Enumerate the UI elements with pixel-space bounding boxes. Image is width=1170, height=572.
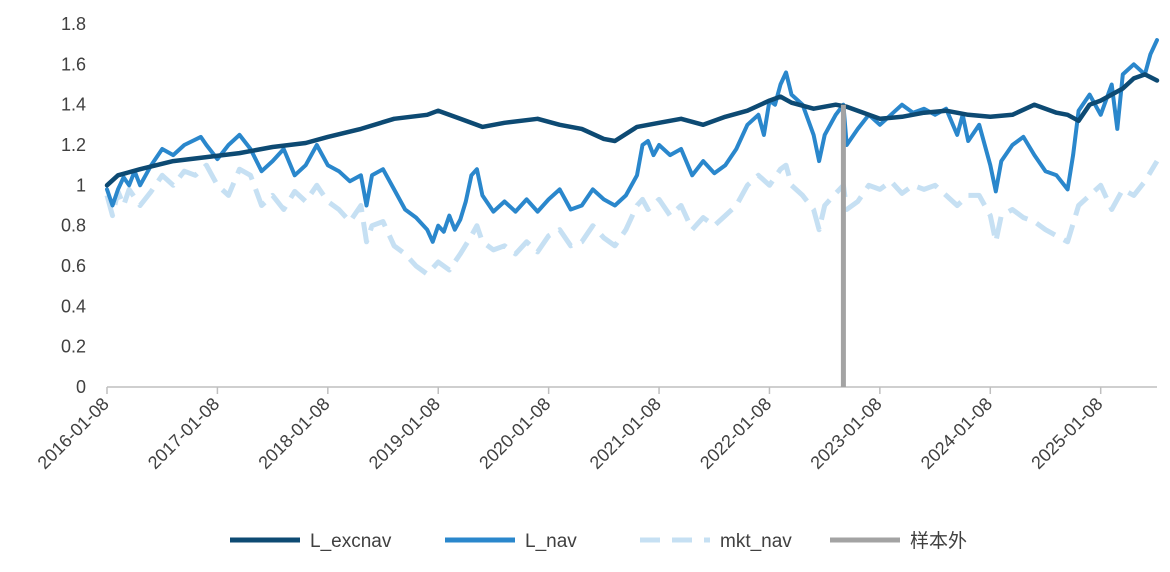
y-tick-label: 0 bbox=[76, 377, 86, 397]
y-tick-label: 0.4 bbox=[61, 296, 86, 316]
legend-label: 样本外 bbox=[910, 530, 967, 552]
series-line-L_nav bbox=[105, 38, 1159, 244]
x-tick-label: 2019-01-08 bbox=[365, 394, 444, 473]
y-tick-label: 1.8 bbox=[61, 14, 86, 34]
legend: L_excnav L_nav mkt_nav 样本外 bbox=[230, 530, 967, 552]
x-tick-label: 2020-01-08 bbox=[475, 394, 554, 473]
legend-label: L_excnav bbox=[310, 531, 392, 552]
y-tick-label: 1.6 bbox=[61, 54, 86, 74]
y-axis-ticks: 0 0.2 0.4 0.6 0.8 1 1.2 1.4 1.6 1.8 bbox=[61, 14, 86, 397]
y-tick-label: 1.4 bbox=[61, 95, 86, 115]
x-tick-label: 2024-01-08 bbox=[917, 394, 996, 473]
x-tick-label: 2017-01-08 bbox=[144, 394, 223, 473]
y-tick-label: 0.6 bbox=[61, 256, 86, 276]
x-axis: 2016-01-08 2017-01-08 2018-01-08 2019-01-08… bbox=[34, 386, 1157, 473]
x-tick-label: 2025-01-08 bbox=[1027, 394, 1106, 473]
y-tick-label: 0.2 bbox=[61, 337, 86, 357]
legend-label: mkt_nav bbox=[720, 531, 792, 552]
series-layer bbox=[104, 38, 1160, 387]
y-tick-label: 0.8 bbox=[61, 216, 86, 236]
y-tick-label: 1.2 bbox=[61, 135, 86, 155]
x-tick-label: 2018-01-08 bbox=[254, 394, 333, 473]
legend-label: L_nav bbox=[525, 531, 577, 552]
series-line-mkt_nav bbox=[104, 159, 1160, 277]
series-line-L_excnav bbox=[104, 72, 1160, 188]
x-tick-label: 2023-01-08 bbox=[806, 394, 885, 473]
x-tick-label: 2021-01-08 bbox=[586, 394, 665, 473]
y-tick-label: 1 bbox=[76, 175, 86, 195]
x-tick-label: 2016-01-08 bbox=[34, 394, 113, 473]
x-tick-label: 2022-01-08 bbox=[696, 394, 775, 473]
